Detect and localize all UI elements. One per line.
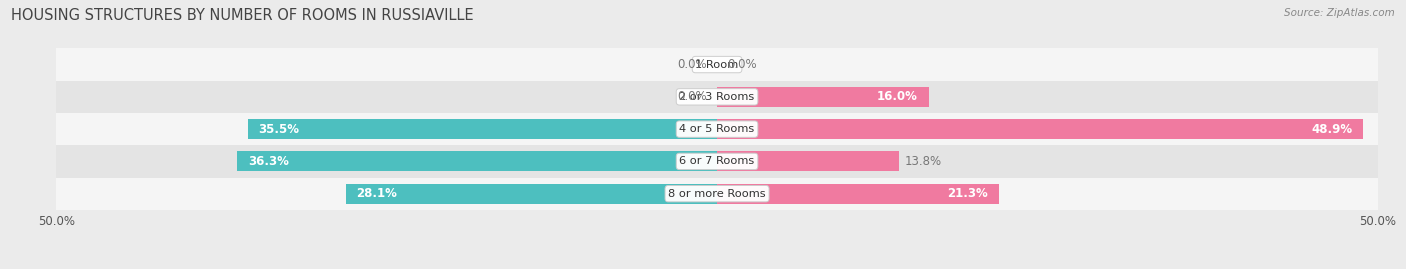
Text: 4 or 5 Rooms: 4 or 5 Rooms — [679, 124, 755, 134]
Text: 36.3%: 36.3% — [247, 155, 288, 168]
Text: 2 or 3 Rooms: 2 or 3 Rooms — [679, 92, 755, 102]
Bar — [717, 184, 998, 204]
Bar — [238, 151, 717, 171]
Bar — [346, 184, 717, 204]
Text: 21.3%: 21.3% — [948, 187, 988, 200]
Text: 8 or more Rooms: 8 or more Rooms — [668, 189, 766, 199]
Text: 0.0%: 0.0% — [676, 90, 706, 103]
Text: HOUSING STRUCTURES BY NUMBER OF ROOMS IN RUSSIAVILLE: HOUSING STRUCTURES BY NUMBER OF ROOMS IN… — [11, 8, 474, 23]
Bar — [717, 119, 1364, 139]
Text: 1 Room: 1 Room — [696, 59, 738, 70]
Bar — [56, 81, 1378, 113]
Bar — [717, 151, 900, 171]
Text: 6 or 7 Rooms: 6 or 7 Rooms — [679, 156, 755, 167]
Bar — [56, 48, 1378, 81]
Text: 13.8%: 13.8% — [904, 155, 942, 168]
Bar — [247, 119, 717, 139]
Text: Source: ZipAtlas.com: Source: ZipAtlas.com — [1284, 8, 1395, 18]
Text: 28.1%: 28.1% — [356, 187, 396, 200]
Bar — [717, 87, 928, 107]
Text: 16.0%: 16.0% — [877, 90, 918, 103]
Text: 0.0%: 0.0% — [728, 58, 758, 71]
Text: 48.9%: 48.9% — [1312, 123, 1353, 136]
Bar — [56, 145, 1378, 178]
Text: 0.0%: 0.0% — [676, 58, 706, 71]
Legend: Owner-occupied, Renter-occupied: Owner-occupied, Renter-occupied — [593, 266, 841, 269]
Bar — [56, 113, 1378, 145]
Bar — [56, 178, 1378, 210]
Text: 35.5%: 35.5% — [259, 123, 299, 136]
